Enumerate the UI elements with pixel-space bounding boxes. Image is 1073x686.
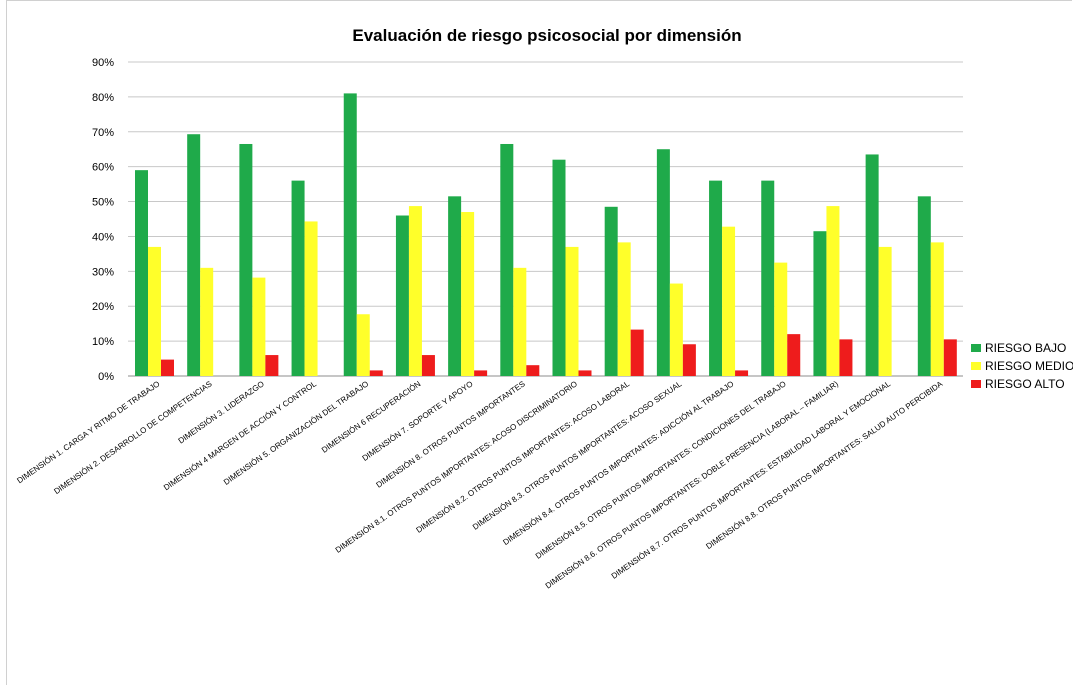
bar-riesgo-medio <box>408 206 422 376</box>
bar-riesgo-medio <box>304 221 318 376</box>
bar-riesgo-medio <box>617 242 631 376</box>
bar-riesgo-medio <box>930 242 944 376</box>
chart-title: Evaluación de riesgo psicosocial por dim… <box>352 26 741 45</box>
y-tick-label: 90% <box>92 57 114 69</box>
bar-riesgo-bajo <box>343 93 357 377</box>
bar-riesgo-medio <box>774 262 788 376</box>
legend-swatch <box>971 362 981 370</box>
bar-riesgo-bajo <box>917 196 931 376</box>
bar-riesgo-bajo <box>135 170 148 376</box>
bar-riesgo-bajo <box>395 215 409 376</box>
bar-riesgo-bajo <box>709 180 723 376</box>
legend-label: RIESGO ALTO <box>985 377 1065 391</box>
y-tick-label: 60% <box>92 162 114 174</box>
bar-riesgo-bajo <box>656 149 670 376</box>
bar-riesgo-medio <box>669 283 683 376</box>
x-tick-label: DIMENSIÓN 8.5. OTROS PUNTOS IMPORTANTES:… <box>534 379 788 561</box>
y-tick-label: 10% <box>92 336 114 348</box>
x-tick-label: DIMENSIÓN 8.1. OTROS PUNTOS IMPORTANTES:… <box>334 379 579 554</box>
y-tick-label: 80% <box>92 92 114 104</box>
bar-riesgo-medio <box>513 267 527 376</box>
bar-riesgo-bajo <box>604 206 618 376</box>
bar-riesgo-medio <box>722 226 736 376</box>
bar-riesgo-alto <box>474 370 488 376</box>
bar-riesgo-alto <box>161 359 174 376</box>
bar-riesgo-alto <box>839 339 853 376</box>
bar-riesgo-bajo <box>761 180 775 376</box>
x-tick-label: DIMENSIÓN 8.8. OTROS PUNTOS IMPORTANTES:… <box>704 379 944 551</box>
y-tick-label: 0% <box>98 371 114 383</box>
bar-riesgo-alto <box>787 334 801 376</box>
bar-riesgo-medio <box>148 246 161 376</box>
bar-riesgo-bajo <box>187 134 201 376</box>
bar-riesgo-medio <box>565 246 579 376</box>
bar-riesgo-medio <box>878 246 892 376</box>
bar-riesgo-medio <box>461 212 475 376</box>
x-axis-ticks: DIMENSIÓN 1. CARGA Y RITMO DE TRABAJODIM… <box>15 379 944 591</box>
chart-frame <box>6 0 1072 685</box>
bar-riesgo-alto <box>369 370 383 376</box>
legend-label: RIESGO MEDIO <box>985 359 1073 373</box>
bar-riesgo-medio <box>252 277 266 376</box>
bar-riesgo-alto <box>630 329 644 376</box>
bar-riesgo-bajo <box>813 231 827 376</box>
bar-riesgo-alto <box>265 355 279 376</box>
y-tick-label: 40% <box>92 231 114 243</box>
legend: RIESGO BAJO RIESGO MEDIO RIESGO ALTO <box>971 341 1073 391</box>
legend-swatch <box>971 380 981 388</box>
y-axis-ticks: 0% 10% 20% 30% 40% 50% 60% 70% 80% 90% <box>92 57 114 383</box>
bar-riesgo-medio <box>356 314 370 376</box>
bar-riesgo-bajo <box>239 143 253 376</box>
x-tick-label: DIMENSIÓN 3. LIDERAZGO <box>177 379 266 445</box>
y-tick-label: 20% <box>92 301 114 313</box>
bar-riesgo-alto <box>421 355 435 376</box>
bar-riesgo-alto <box>526 365 540 376</box>
bar-riesgo-alto <box>578 370 592 376</box>
bar-riesgo-bajo <box>291 180 305 376</box>
bar-riesgo-alto <box>682 344 696 376</box>
legend-swatch <box>971 344 981 352</box>
bar-riesgo-medio <box>826 206 840 376</box>
x-tick-label: DIMENSIÓN 6 RECUPERACIÓN <box>320 379 423 455</box>
y-tick-label: 50% <box>92 197 114 209</box>
bar-riesgo-bajo <box>865 154 879 376</box>
bar-riesgo-medio <box>200 267 214 376</box>
bar-riesgo-bajo <box>448 196 462 376</box>
bar-riesgo-bajo <box>552 159 566 376</box>
bar-riesgo-alto <box>735 370 749 376</box>
y-tick-label: 30% <box>92 266 114 278</box>
legend-label: RIESGO BAJO <box>985 341 1066 355</box>
bar-riesgo-alto <box>943 339 957 376</box>
y-tick-label: 70% <box>92 127 114 139</box>
x-tick-label: DIMENSIÓN 7. SOPORTE Y APOYO <box>361 379 475 463</box>
bar-riesgo-bajo <box>500 143 514 376</box>
bars <box>135 93 957 377</box>
